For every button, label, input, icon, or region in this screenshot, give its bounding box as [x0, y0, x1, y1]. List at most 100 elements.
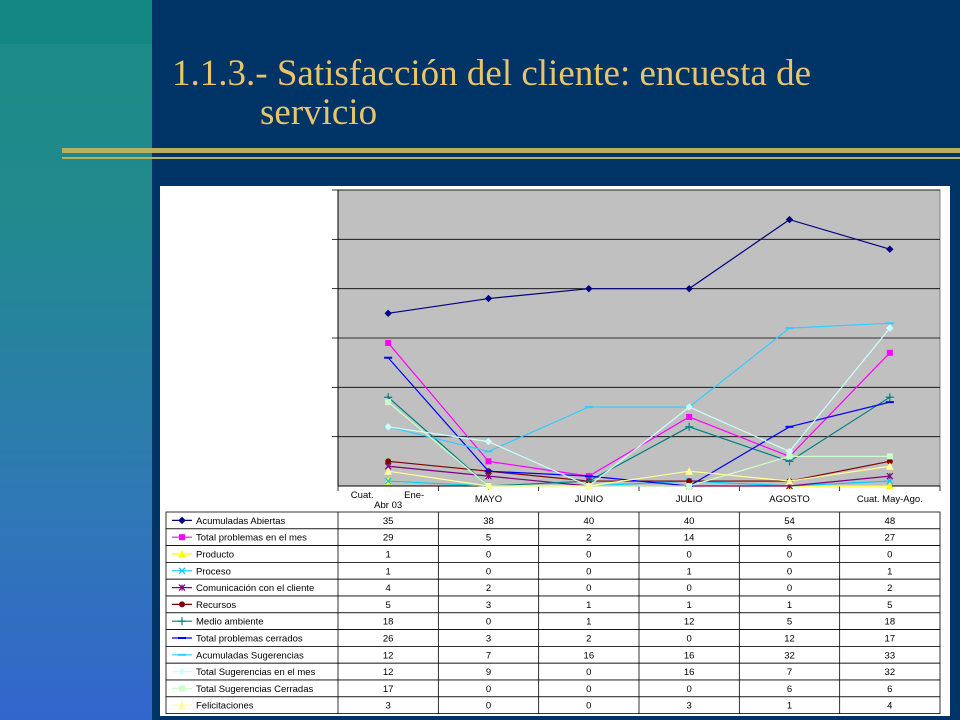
table-cell: 0 [687, 684, 692, 695]
category-labels: Cuat. Ene-Abr 03 MAYO JUNIO JULIO AGOSTO Cuat.… [351, 490, 923, 511]
data-point [886, 324, 894, 332]
data-point [179, 685, 185, 692]
table-cell: 3 [486, 634, 491, 645]
marker-stroke [178, 567, 186, 575]
table-cell: 54 [784, 516, 795, 527]
table-cell: 0 [787, 550, 792, 561]
table-cell: 1 [586, 600, 591, 611]
table-row: Comunicación con el cliente 4 2 0 0 0 2 [165, 578, 941, 597]
data-point [886, 462, 894, 470]
table-cell: 2 [887, 583, 892, 594]
title-divider-thick [62, 148, 960, 153]
table-cell: 7 [787, 667, 792, 678]
data-point [886, 453, 893, 460]
table-cell: 35 [383, 516, 394, 527]
data-point [179, 601, 185, 608]
gridlines [332, 189, 941, 491]
table-cell: 29 [383, 533, 394, 544]
data-point [785, 476, 794, 485]
table-row: Acumuladas Abiertas 35 38 40 40 54 48 [165, 511, 941, 530]
category-label: Cuat. [351, 490, 374, 501]
table-cell: 0 [787, 566, 792, 577]
legend-entry: Total problemas cerrados [196, 634, 303, 645]
data-point [384, 309, 392, 318]
table-row: Acumuladas Sugerencias 12 7 16 16 32 33 [165, 645, 941, 664]
data-point [886, 349, 893, 356]
series-12 [384, 462, 894, 490]
table-cell: 12 [684, 617, 695, 628]
table-cell: 5 [486, 533, 491, 544]
table-cell: 18 [383, 617, 394, 628]
table-cell: 5 [887, 600, 892, 611]
table-cell: 1 [687, 566, 692, 577]
table-cell: 18 [885, 617, 896, 628]
table-cell: 17 [383, 684, 394, 695]
line-chart: Cuat. Ene-Abr 03 MAYO JUNIO JULIO AGOSTO Cuat.… [165, 189, 941, 714]
series-1 [384, 215, 894, 318]
table-row-bg [165, 545, 941, 563]
table-cell: 0 [787, 583, 792, 594]
data-point [886, 477, 894, 485]
series-line [388, 218, 891, 314]
table-row: Medio ambiente 18 0 1 12 5 18 [165, 612, 941, 630]
legend-entry: Comunicación con el cliente [196, 583, 314, 594]
data-point [686, 413, 693, 420]
data-point [686, 483, 693, 489]
table-row-bg [165, 595, 941, 614]
title-divider-thin [62, 157, 960, 159]
data-point [886, 245, 894, 253]
series-line [387, 396, 891, 487]
table-cell: 0 [486, 701, 491, 712]
table-row: Felicitaciones 3 0 0 3 1 4 [165, 696, 941, 714]
table-cell: 16 [684, 650, 695, 661]
data-point [178, 516, 186, 525]
table-cell: 38 [483, 516, 494, 527]
legend-entry: Proceso [196, 566, 231, 577]
table-row-bg [165, 612, 941, 630]
table-cell: 32 [784, 650, 795, 661]
data-point [178, 617, 186, 626]
data-point [484, 481, 493, 490]
data-point [886, 472, 894, 480]
series-line [387, 401, 890, 487]
table-cell: 5 [386, 600, 391, 611]
table-cell: 40 [684, 516, 695, 527]
table-cell: 3 [386, 701, 391, 712]
data-point [585, 284, 593, 293]
data-point [384, 423, 392, 431]
category-label: Ene- [404, 490, 424, 501]
table-row: Proceso 1 0 0 1 0 1 [165, 561, 941, 580]
data-point [485, 458, 492, 465]
table-cell: 1 [386, 550, 391, 561]
data-point [385, 339, 392, 346]
data-point [785, 215, 794, 224]
table-cell: 0 [687, 634, 692, 645]
data-point [179, 534, 185, 541]
table-cell: 0 [586, 566, 591, 577]
data-point [886, 481, 894, 490]
table-cell: 0 [586, 583, 591, 594]
data-point [685, 403, 693, 411]
table-row: Recursos 5 3 1 1 1 5 [165, 595, 941, 614]
table-cell: 0 [486, 566, 491, 577]
table-cell: 6 [787, 533, 792, 544]
series-line [388, 480, 890, 487]
data-point [385, 399, 392, 406]
data-point [178, 549, 186, 558]
data-point [886, 458, 893, 465]
table-cell: 0 [586, 550, 591, 561]
table-cell: 2 [586, 533, 591, 544]
marker-stroke [384, 477, 392, 485]
data-point [885, 393, 894, 402]
table-cell: 16 [684, 667, 695, 678]
table-cell: 0 [486, 617, 491, 628]
table-cell: 16 [584, 650, 595, 661]
series-line [388, 327, 891, 487]
legend-entry: Producto [196, 550, 234, 561]
table-cell: 0 [586, 701, 591, 712]
table-cell: 0 [687, 550, 692, 561]
legend-entry: Medio ambiente [196, 617, 264, 628]
category-label: Abr 03 [374, 500, 402, 511]
series-line [388, 465, 890, 487]
